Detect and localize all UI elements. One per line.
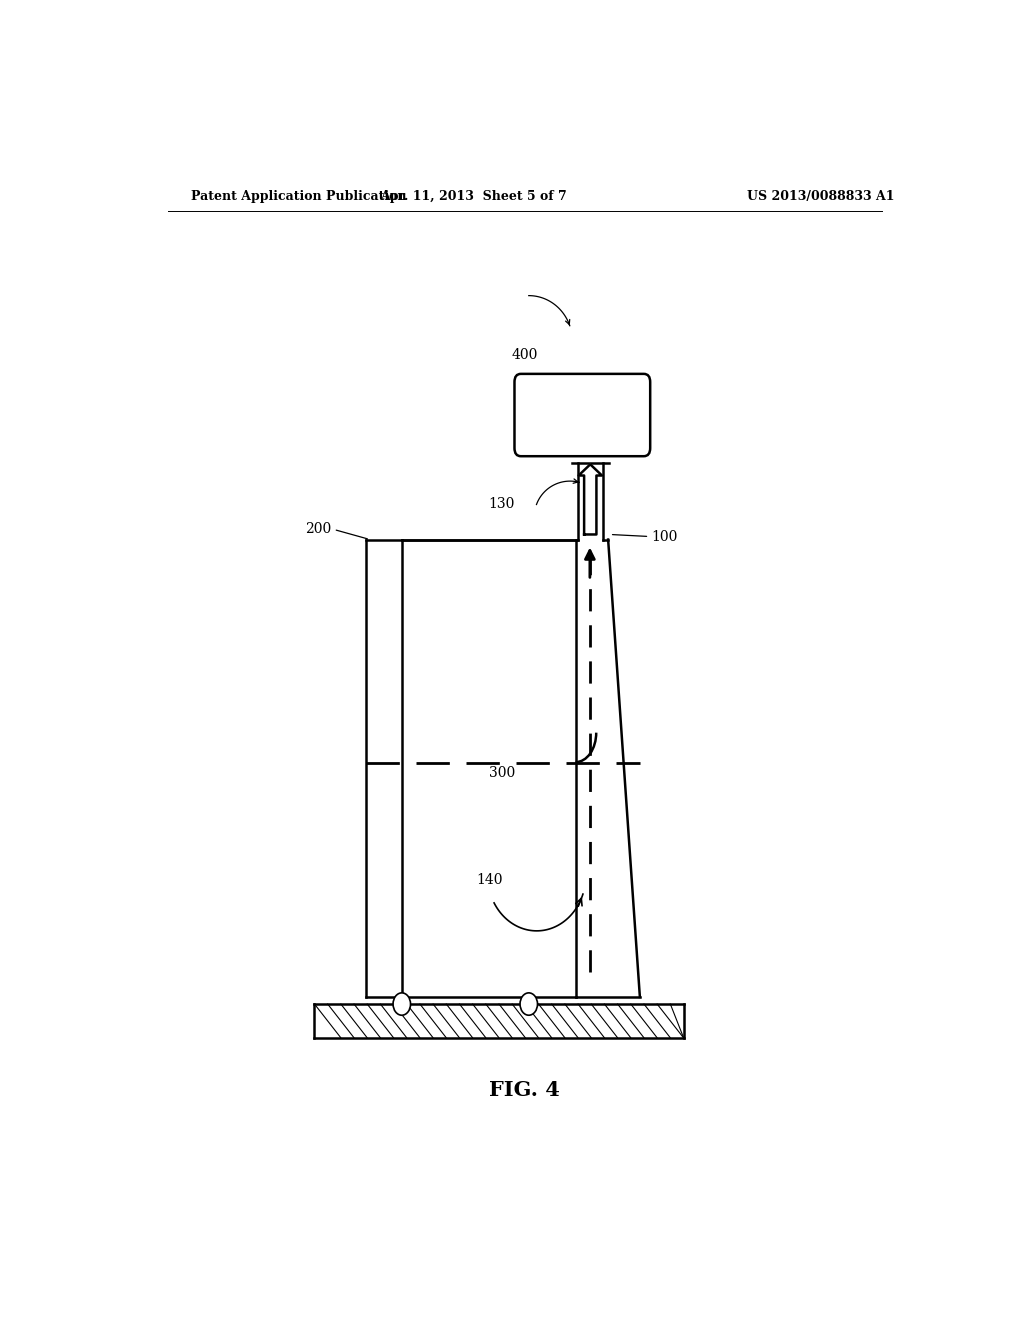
FancyBboxPatch shape: [514, 374, 650, 457]
Text: US 2013/0088833 A1: US 2013/0088833 A1: [748, 190, 895, 202]
Text: 140: 140: [476, 873, 503, 887]
Circle shape: [520, 993, 538, 1015]
Circle shape: [393, 993, 411, 1015]
Text: 300: 300: [489, 767, 515, 780]
Text: 100: 100: [652, 529, 678, 544]
Text: 130: 130: [488, 496, 514, 511]
Text: 400: 400: [512, 347, 538, 362]
Text: Patent Application Publication: Patent Application Publication: [191, 190, 407, 202]
Text: FIG. 4: FIG. 4: [489, 1081, 560, 1101]
Polygon shape: [579, 465, 602, 535]
Text: Apr. 11, 2013  Sheet 5 of 7: Apr. 11, 2013 Sheet 5 of 7: [380, 190, 566, 202]
Text: 200: 200: [305, 523, 331, 536]
